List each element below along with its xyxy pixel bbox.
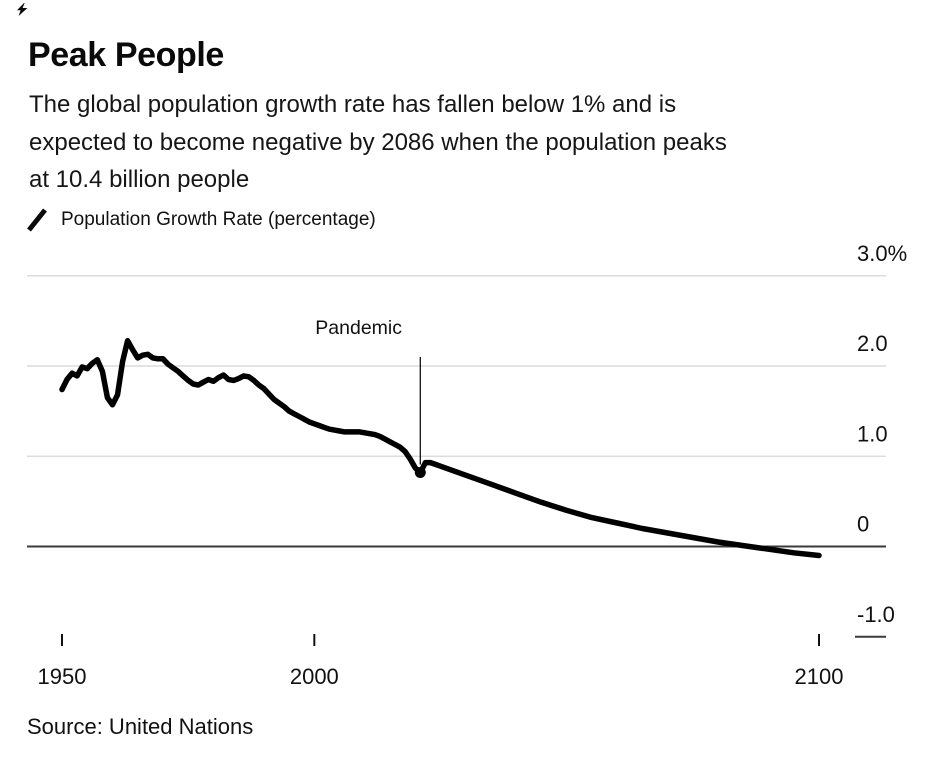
subtitle-line: The global population growth rate has fa… bbox=[29, 91, 677, 118]
bolt-icon bbox=[17, 3, 28, 16]
line-swatch-icon bbox=[27, 208, 47, 232]
y-axis-label: 0 bbox=[857, 512, 869, 537]
legend: Population Growth Rate (percentage) bbox=[27, 206, 376, 234]
x-axis-label: 1950 bbox=[38, 664, 87, 689]
x-axis-label: 2000 bbox=[290, 664, 339, 689]
y-axis-label: 3.0% bbox=[857, 241, 907, 266]
source-note: Source: United Nations bbox=[27, 714, 254, 739]
y-axis-labels: 3.0% 2.0 1.0 0 -1.0 bbox=[857, 241, 907, 627]
subtitle-line: at 10.4 billion people bbox=[29, 166, 250, 193]
y-axis-label: -1.0 bbox=[857, 602, 895, 627]
y-axis-label: 1.0 bbox=[857, 421, 888, 446]
subtitle-line: expected to become negative by 2086 when… bbox=[29, 128, 727, 156]
population-growth-line bbox=[59, 337, 822, 559]
page-title: Peak People bbox=[28, 36, 224, 74]
x-axis-label: 2100 bbox=[795, 664, 844, 689]
y-axis-label: 2.0 bbox=[857, 331, 888, 356]
gridlines bbox=[27, 275, 886, 638]
x-axis-ticks: 1950 2000 2100 bbox=[38, 634, 844, 689]
pandemic-dip-marker bbox=[414, 467, 426, 478]
legend-label: Population Growth Rate (percentage) bbox=[61, 209, 376, 230]
chart-subtitle: The global population growth rate has fa… bbox=[29, 86, 727, 199]
pandemic-annotation-label: Pandemic bbox=[315, 317, 402, 339]
